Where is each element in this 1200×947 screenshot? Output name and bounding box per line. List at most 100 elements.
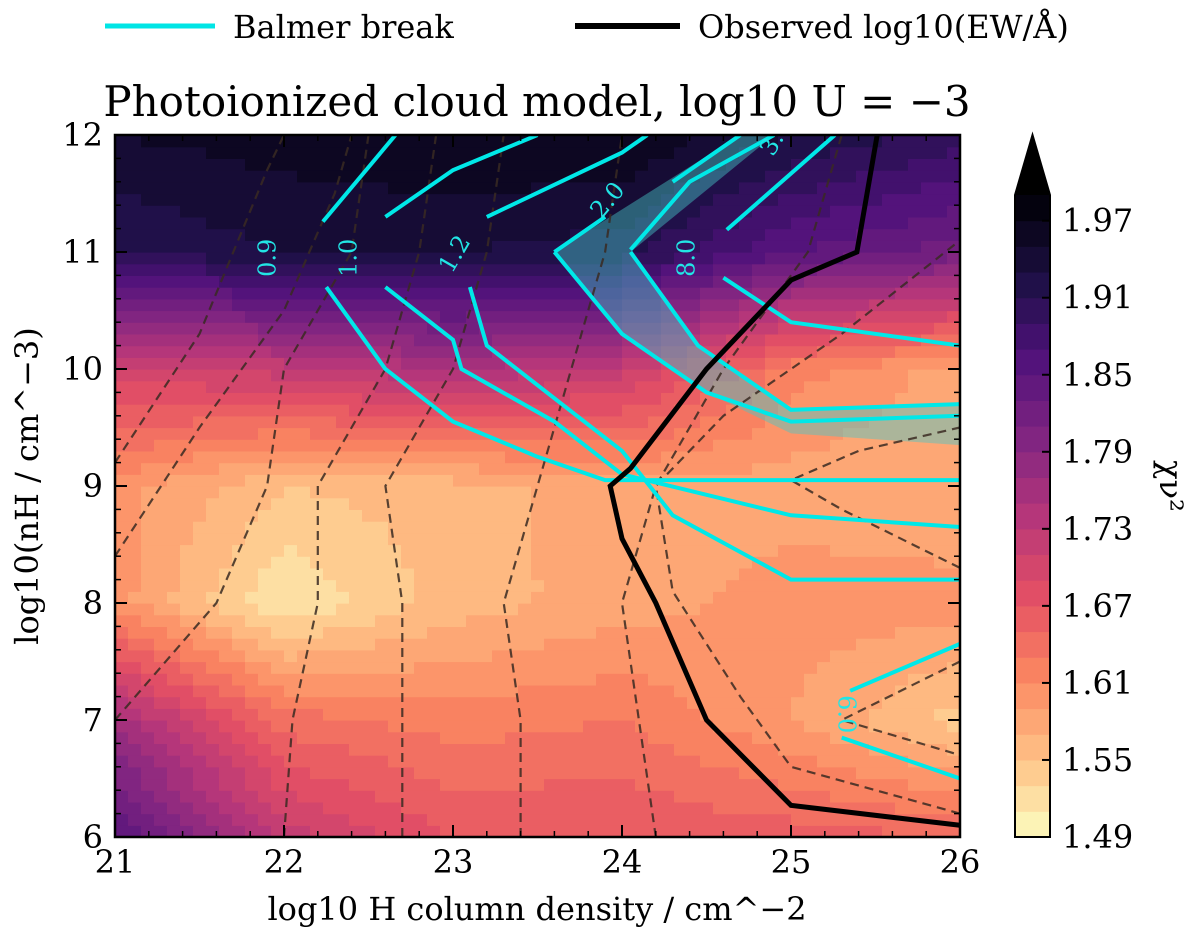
y-tick-label: 6 [83,818,103,856]
contour-cell [193,193,207,206]
contour-cell [336,287,350,300]
contour-cell [531,252,545,265]
contour-cell [466,638,480,651]
contour-cell [115,696,129,709]
contour-cell [427,439,441,452]
contour-cell [128,509,142,522]
colorbar-segment [1015,657,1050,684]
contour-cell [180,708,194,721]
contour-cell [154,427,168,440]
contour-cell [713,181,727,195]
contour-cell [661,322,675,335]
contour-cell [739,310,753,323]
contour-cell [505,333,519,347]
contour-cell [505,591,519,604]
contour-cell [934,509,948,522]
contour-cell [713,521,727,534]
contour-cell [193,603,207,616]
contour-cell [830,310,844,323]
contour-cell [869,720,883,733]
contour-cell [154,380,168,393]
contour-cell [349,287,363,300]
contour-cell [557,205,571,218]
contour-cell [141,684,155,698]
contour-cell [479,661,493,674]
contour-cell [908,720,922,733]
contour-cell [531,567,545,581]
contour-cell [271,170,285,183]
contour-cell [687,392,701,405]
contour-cell [375,638,389,651]
contour-cell [596,462,610,475]
contour-cell [258,696,272,709]
contour-cell [544,673,558,686]
contour-cell [180,801,194,815]
contour-cell [479,591,493,604]
contour-cell [804,661,818,674]
contour-cell [414,298,428,312]
contour-cell [141,509,155,522]
contour-cell [518,427,532,440]
contour-cell [167,556,181,569]
contour-cell [895,357,909,370]
contour-cell [648,731,662,744]
contour-cell [830,591,844,604]
contour-cell [570,216,584,230]
contour-cell [284,673,298,686]
contour-cell [297,603,311,616]
contour-cell [388,755,402,768]
contour-cell [856,275,870,288]
contour-cell [401,345,415,358]
contour-cell [934,193,948,206]
contour-cell [817,228,831,241]
contour-cell [830,626,844,639]
contour-cell [388,801,402,815]
contour-cell [297,579,311,592]
contour-cell [544,556,558,569]
contour-cell [453,509,467,522]
contour-cell [544,521,558,534]
contour-cell [128,135,142,148]
contour-cell [752,731,766,744]
contour-cell [297,193,311,206]
contour-cell [921,380,935,393]
contour-cell [791,544,805,557]
contour-cell [635,298,649,312]
colorbar-tick-label: 1.61 [1062,664,1133,702]
contour-cell [778,684,792,698]
contour-cell [739,216,753,230]
contour-cell [856,649,870,663]
contour-cell [622,509,636,522]
contour-cell [843,556,857,569]
contour-cell [869,532,883,546]
contour-cell [206,673,220,686]
contour-cell [596,801,610,815]
contour-cell [843,263,857,276]
contour-cell [141,205,155,218]
contour-cell [466,766,480,780]
contour-cell [479,392,493,405]
contour-cell [362,825,376,837]
contour-cell [726,638,740,651]
contour-cell [232,825,246,837]
contour-cell [362,474,376,487]
contour-cell [687,544,701,557]
contour-cell [466,801,480,815]
contour-cell [349,743,363,756]
contour-cell [531,263,545,276]
contour-cell [258,415,272,429]
contour-cell [219,521,233,534]
contour-cell [869,205,883,218]
contour-cell [206,252,220,265]
contour-cell [765,801,779,815]
contour-cell [583,638,597,651]
contour-cell [531,708,545,721]
contour-cell [440,357,454,370]
contour-cell [726,766,740,780]
contour-cell [297,720,311,733]
contour-cell [492,509,506,522]
contour-cell [310,369,324,382]
contour-cell [167,813,181,826]
contour-cell [232,439,246,452]
contour-cell [544,205,558,218]
